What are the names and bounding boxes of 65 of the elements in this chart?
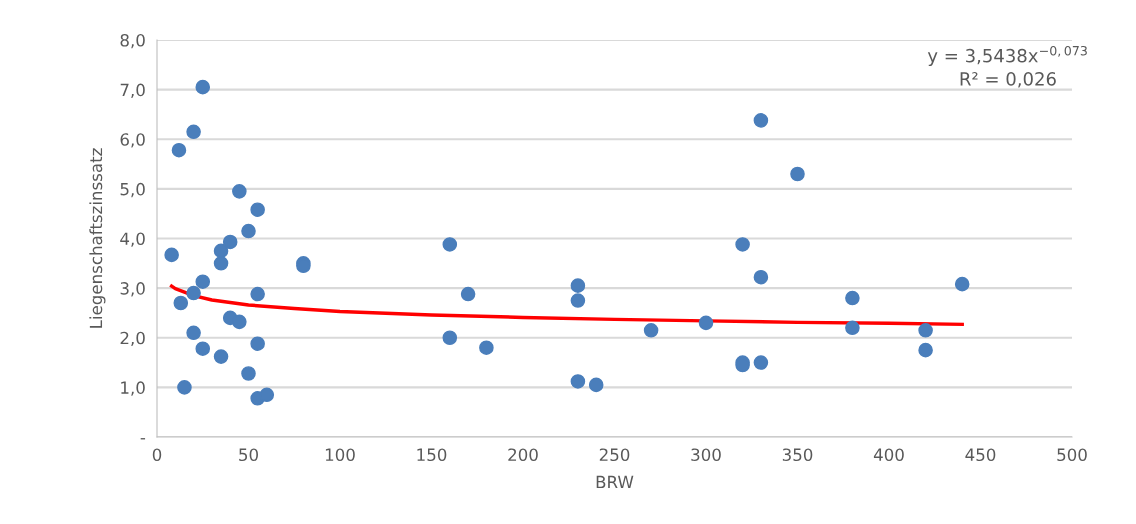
point [195,79,211,95]
point [232,184,247,199]
y-tick-label: 5,0 [120,182,145,198]
point [753,355,769,370]
point [918,323,933,338]
point [790,166,805,182]
x-tick-label: 250 [599,448,630,462]
point [195,341,211,356]
point [213,349,229,364]
y-tick-label: 2,0 [120,331,145,347]
x-tick-label: 200 [508,448,538,462]
annotation: y = 3,5438x$^{−0,073}$ [927,45,1087,66]
point [442,330,458,346]
point [570,293,586,308]
point [735,237,750,252]
point [442,237,458,252]
point [186,285,201,301]
x-tick-label: 400 [873,448,904,462]
x-tick-label: 100 [325,448,355,462]
point [588,377,604,393]
y-tick-label: - [140,438,146,440]
x-tick-label: 0 [152,448,162,462]
annotation: R² = 0,026 [960,72,1056,88]
y-tick-label: 7,0 [120,83,145,98]
point [186,325,201,341]
x-tick-label: 50 [239,448,258,462]
y-tick-label: 8,0 [120,33,145,49]
point [186,124,201,140]
point [954,276,970,292]
point [918,342,933,358]
y-tick-label: 6,0 [120,133,145,148]
point [195,274,211,289]
point [259,387,275,403]
point [222,234,238,250]
y-tick-label: 4,0 [120,232,145,247]
x-tick-label: 350 [782,448,813,462]
point [177,380,192,395]
x-axis-title: BRW [596,475,634,489]
x-tick-label: 450 [965,448,996,462]
point [845,290,860,306]
point [250,286,265,302]
point [241,366,256,381]
point [164,247,179,263]
y-tick-label: 1,0 [121,381,145,396]
point [643,323,659,338]
y-axis-title: Liegenschaftszinssatz [89,148,106,328]
point [570,374,586,389]
point [213,256,229,271]
point [698,315,714,331]
point [173,295,189,311]
point [479,340,494,355]
point [250,336,265,351]
y-tick-label: 3,0 [120,282,145,297]
point [250,202,265,218]
point [570,278,586,293]
point [241,223,256,239]
point [171,142,187,158]
point [845,320,860,336]
x-tick-label: 300 [691,448,721,462]
point [460,286,476,302]
x-tick-label: 500 [1057,448,1087,462]
x-tick-label: 150 [417,448,447,462]
point [232,314,247,330]
point [753,113,769,128]
point [753,269,769,285]
